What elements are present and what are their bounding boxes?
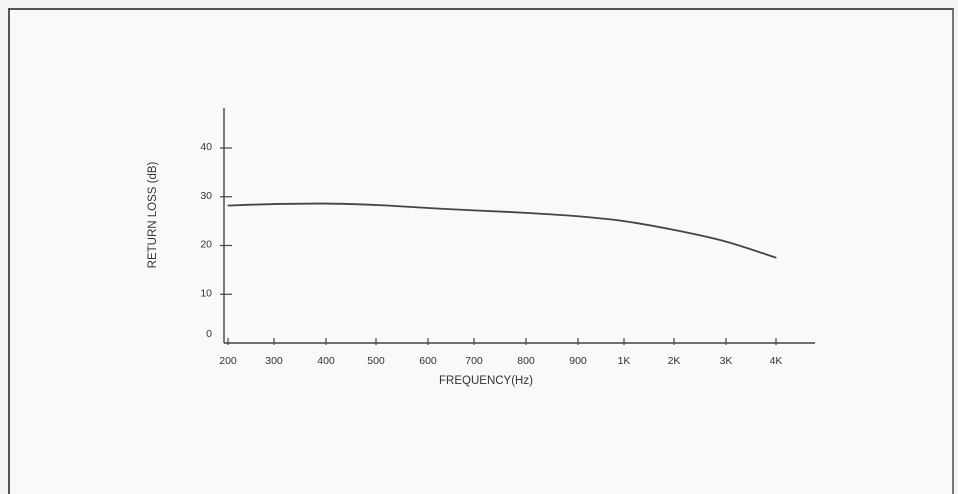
y-tick-label: 30 [200, 190, 212, 202]
data-point [673, 229, 675, 231]
data-point [473, 209, 475, 211]
x-tick-label: 900 [569, 355, 587, 367]
chart-axes [223, 108, 815, 344]
x-axis-ticks: 200 300 400 500 600 700 800 900 1K 2K 3K 4K [219, 338, 782, 367]
x-axis-title: FREQUENCY(Hz) [439, 375, 533, 387]
data-point [325, 202, 327, 205]
y-axis-ticks: 0 10 20 30 40 [200, 141, 232, 340]
x-tick-label: 3K [720, 355, 733, 367]
y-tick-label: 40 [200, 141, 212, 153]
x-tick-label: 800 [517, 355, 535, 367]
x-tick-label: 4K [770, 355, 783, 367]
data-point [273, 203, 275, 205]
y-tick-label: 20 [200, 239, 212, 251]
data-point [227, 204, 229, 207]
data-point [775, 257, 777, 259]
data-point [525, 212, 527, 214]
x-tick-label: 2K [668, 355, 681, 367]
x-tick-label: 1K [618, 355, 631, 367]
x-tick-label: 600 [419, 355, 437, 367]
x-tick-label: 700 [465, 355, 483, 367]
y-tick-label: 10 [200, 287, 212, 299]
x-tick-label: 400 [317, 355, 335, 367]
data-point [623, 220, 625, 222]
chart-series [227, 202, 777, 259]
data-point [427, 207, 429, 209]
x-tick-label: 200 [219, 355, 237, 367]
data-point [577, 215, 579, 217]
data-point [725, 241, 727, 243]
return-loss-line [227, 202, 777, 259]
x-tick-label: 300 [265, 355, 283, 367]
y-tick-label: 0 [206, 328, 212, 340]
chart-frame [8, 8, 954, 494]
data-point [375, 204, 377, 206]
x-tick-label: 500 [367, 355, 385, 367]
y-axis-title: RETURN LOSS (dB) [147, 161, 159, 268]
